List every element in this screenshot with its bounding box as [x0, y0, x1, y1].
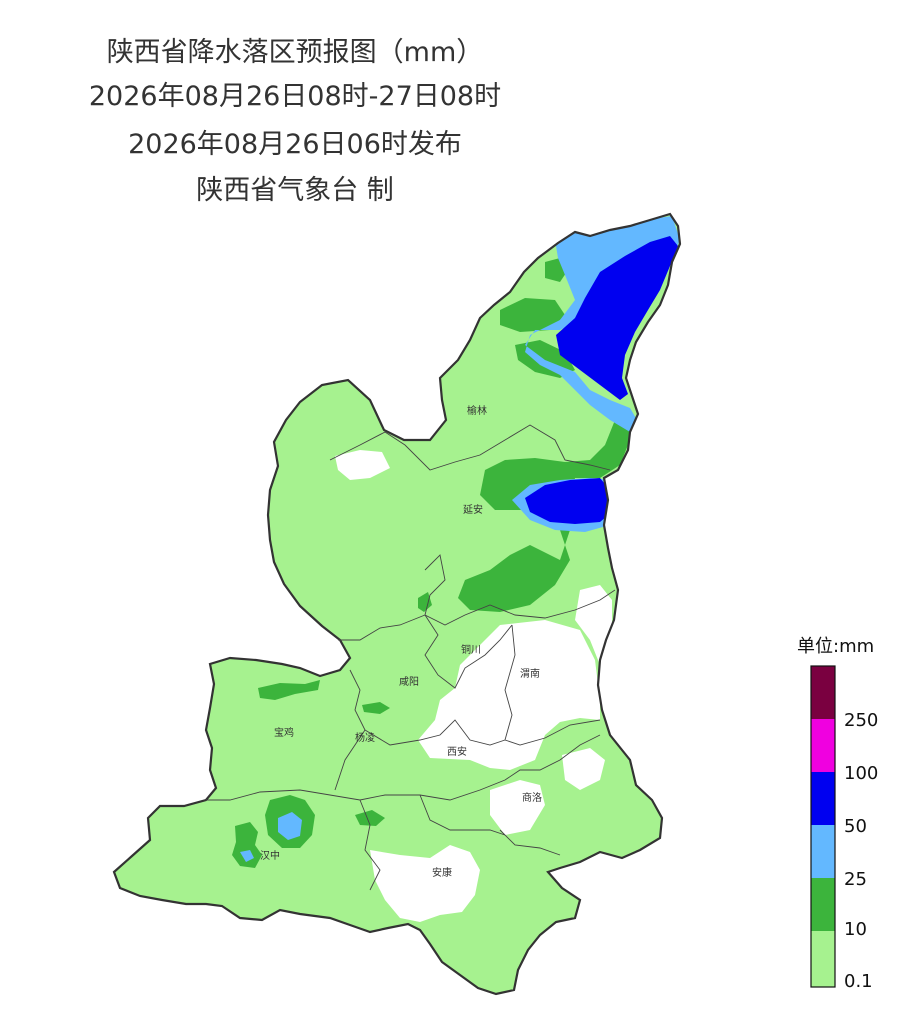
legend-swatch-0.1-10 [811, 931, 835, 987]
city-label-baoji: 宝鸡 [274, 726, 294, 739]
issuer: 陕西省气象台 制 [196, 175, 394, 206]
legend-label-50: 50 [844, 816, 867, 837]
legend-label-25: 25 [844, 869, 867, 890]
no-rain-shangluo-east [562, 748, 605, 790]
city-label-tongchuan: 铜川 [461, 644, 481, 656]
rain-zone-25-50-north [525, 216, 680, 432]
no-rain-north [335, 450, 390, 480]
city-label-yulin: 榆林 [467, 404, 487, 417]
no-rain-shangluo [490, 780, 545, 835]
city-label-yanan: 延安 [463, 503, 483, 516]
rain-zone-50-100-north [556, 236, 678, 400]
legend-colorbar [810, 665, 836, 988]
city-label-yangling: 杨凌 [355, 731, 375, 744]
rain-zone-10-25-baoji [258, 680, 320, 700]
rain-zone-25-50-hanzhong2 [240, 850, 254, 862]
legend-label-10: 10 [844, 919, 867, 940]
no-rain-ankang [370, 845, 480, 922]
city-label-xianyang: 咸阳 [399, 676, 419, 688]
legend-swatch-above-250 [811, 666, 835, 719]
forecast-period: 2026年08月26日08时-27日08时 [88, 81, 502, 112]
legend-label-250: 250 [844, 710, 879, 731]
city-label-weinan: 渭南 [520, 667, 540, 680]
no-rain-central [418, 620, 600, 770]
no-rain-east [575, 585, 612, 665]
legend-swatch-100-250 [811, 719, 835, 772]
city-boundaries [206, 424, 616, 891]
legend-swatch-10-25 [811, 878, 835, 931]
city-label-hanzhong: 汉中 [260, 849, 280, 862]
rain-zone-10-25-xianyang [362, 702, 390, 714]
legend-label-100: 100 [844, 763, 879, 784]
map-title: 陕西省降水落区预报图（mm） [106, 37, 484, 68]
rain-zone-10-25-north [500, 298, 565, 332]
rain-zone-10-25-west [355, 810, 385, 826]
rain-zone-50-100-mid [525, 478, 612, 524]
legend-swatch-50-100 [811, 772, 835, 825]
rain-zone-10-25-hanzhong2 [232, 822, 262, 868]
rain-zone-10-25-east [418, 592, 432, 612]
legend-label-0.1: 0.1 [844, 971, 873, 992]
rain-zone-25-50-hanzhong [278, 812, 302, 840]
legend-swatch-25-50 [811, 825, 835, 878]
city-label-xian: 西安 [447, 745, 467, 758]
city-label-ankang: 安康 [432, 866, 452, 879]
legend-title: 单位:mm [797, 636, 875, 657]
city-label-shangluo: 商洛 [522, 791, 542, 804]
issue-time: 2026年08月26日06时发布 [128, 129, 462, 160]
